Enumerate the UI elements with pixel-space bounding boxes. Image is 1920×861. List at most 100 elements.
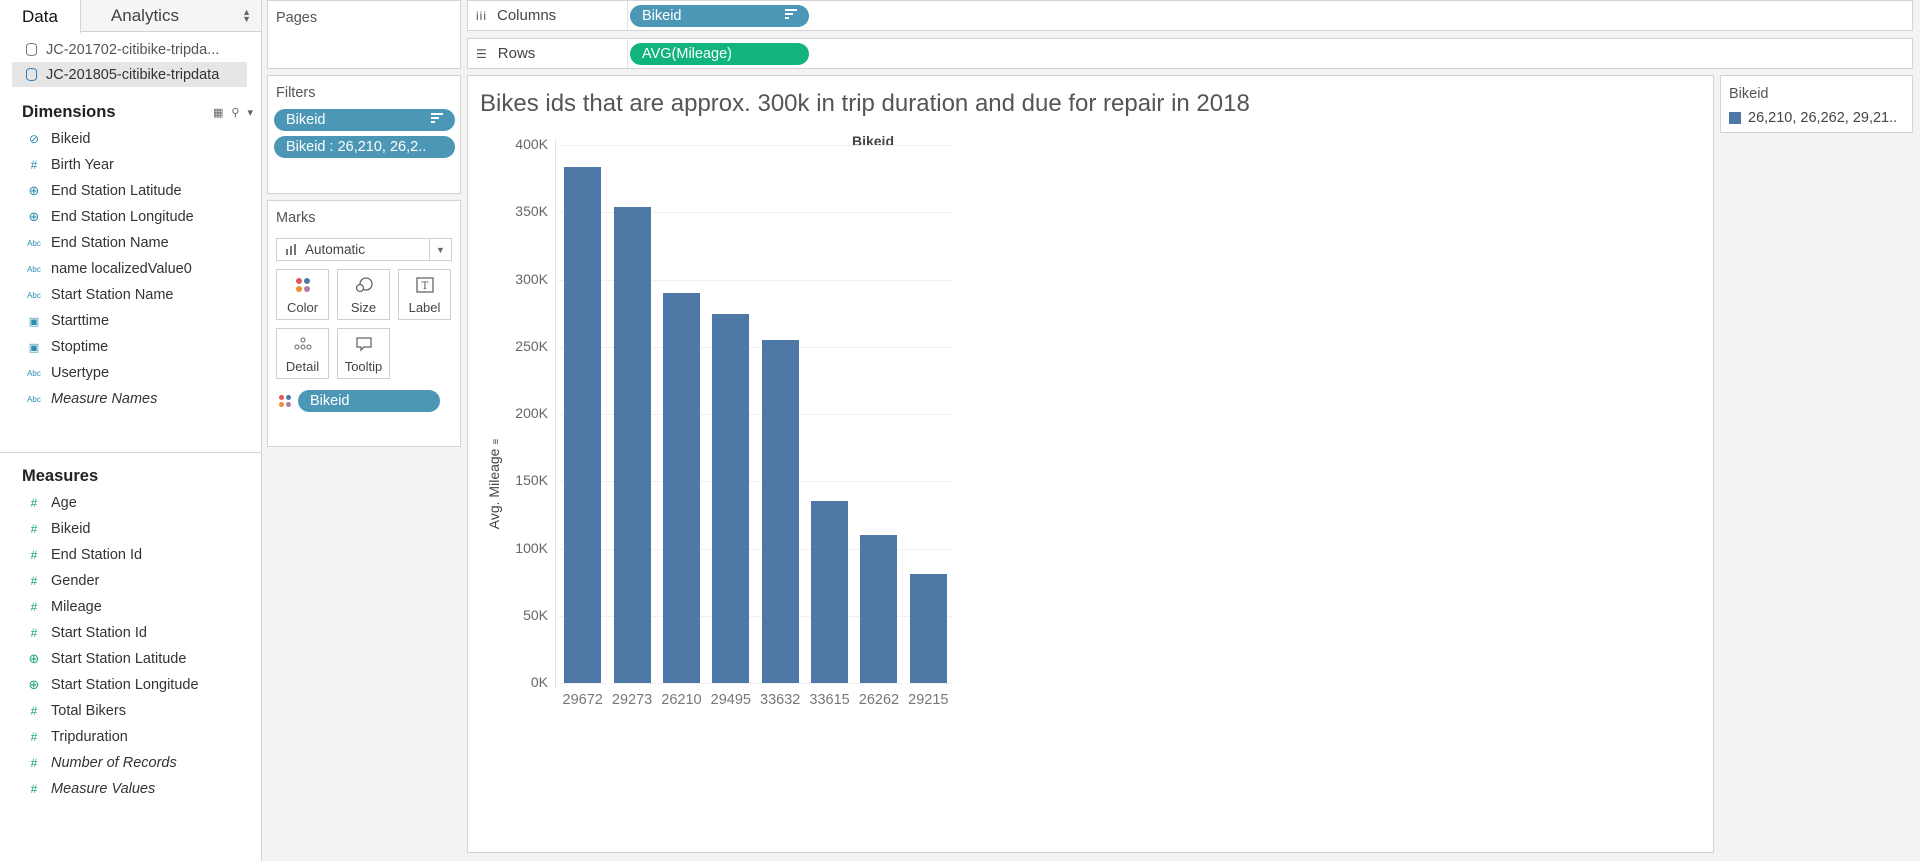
number-type-icon: # xyxy=(30,704,38,718)
bar[interactable] xyxy=(761,340,799,683)
dimension-field[interactable]: ▣ Stoptime xyxy=(0,334,261,360)
size-icon xyxy=(355,274,373,296)
legend-swatch xyxy=(1729,112,1741,124)
measure-field[interactable]: # Total Bikers xyxy=(0,698,261,724)
bar[interactable] xyxy=(909,574,947,683)
tab-analytics-label: Analytics xyxy=(110,6,179,25)
size-button[interactable]: Size xyxy=(337,269,390,320)
paperclip-icon: ⊘ xyxy=(28,132,40,146)
chevron-down-icon[interactable]: ▼ xyxy=(429,239,451,260)
measures-list: # Age # Bikeid # End Station Id # Gender # Mileag… xyxy=(0,490,261,802)
x-tick-label: 29215 xyxy=(908,692,949,708)
gridline xyxy=(558,615,953,617)
x-tick-label: 26210 xyxy=(661,692,702,708)
dimension-field[interactable]: Abc Measure Names xyxy=(0,386,261,412)
y-tick-label: 300K xyxy=(515,270,548,287)
label-icon: T xyxy=(415,274,434,296)
gridline xyxy=(558,212,953,214)
measure-field[interactable]: ⊕ Start Station Longitude xyxy=(0,672,261,698)
y-tick-label: 0K xyxy=(530,674,548,690)
y-tick-label: 250K xyxy=(515,337,548,354)
y-axis-line xyxy=(555,139,556,689)
x-tick-label: 26262 xyxy=(858,692,900,708)
color-button[interactable]: Color xyxy=(276,269,329,320)
y-tick-label: 100K xyxy=(515,539,548,556)
data-source-item-selected[interactable]: JC-201805-citibike-tripdata xyxy=(12,62,247,87)
label-button[interactable]: T Label xyxy=(398,269,451,320)
bar[interactable] xyxy=(860,535,898,683)
rows-pill-avg-mileage[interactable]: AVG(Mileage) xyxy=(630,43,809,65)
y-tick-label: 200K xyxy=(515,405,548,421)
detail-button[interactable]: Detail xyxy=(276,328,329,379)
bar[interactable] xyxy=(811,501,849,683)
dimension-field[interactable]: Abc name localizedValue0 xyxy=(0,256,261,282)
measures-title: Measures xyxy=(22,466,99,485)
measure-field[interactable]: # Gender xyxy=(0,568,261,594)
tooltip-button[interactable]: Tooltip xyxy=(337,328,390,379)
dimension-field[interactable]: Abc Usertype xyxy=(0,360,261,386)
mark-type-dropdown[interactable]: Automatic ▼ xyxy=(276,238,452,261)
globe-icon: ⊕ xyxy=(28,651,40,666)
tab-analytics[interactable]: Analytics ▲ ▼ xyxy=(81,0,261,32)
field-name: Start Station Id xyxy=(51,625,147,641)
tab-scroll-arrows-icon[interactable]: ▲ ▼ xyxy=(242,7,251,24)
filter-pill-bikeid[interactable]: Bikeid xyxy=(274,109,455,131)
y-tick-label: 50K xyxy=(523,606,548,623)
rows-shelf[interactable]: ☰ Rows AVG(Mileage) xyxy=(467,38,1913,69)
measure-field[interactable]: # Number of Records xyxy=(0,750,261,776)
filter-pill-label: Bikeid xyxy=(286,112,326,128)
columns-pill-bikeid[interactable]: Bikeid xyxy=(630,5,809,27)
tab-data[interactable]: Data xyxy=(0,0,81,33)
dimension-field[interactable]: Abc Start Station Name xyxy=(0,282,261,308)
measure-field[interactable]: # Mileage xyxy=(0,594,261,620)
measure-field[interactable]: # Bikeid xyxy=(0,516,261,542)
chevron-down-icon[interactable]: ▾ xyxy=(247,106,253,119)
field-name: Measure Values xyxy=(51,781,156,797)
bar[interactable] xyxy=(712,314,750,683)
bar[interactable] xyxy=(564,166,602,683)
filter-pill-bikeid-values[interactable]: Bikeid : 26,210, 26,2.. xyxy=(274,136,455,158)
columns-shelf[interactable]: iii Columns Bikeid xyxy=(467,0,1913,31)
dimension-field[interactable]: ⊕ End Station Latitude xyxy=(0,178,261,204)
dimension-field[interactable]: ⊘ Bikeid xyxy=(0,126,261,152)
field-name: Bikeid xyxy=(51,131,91,147)
field-name: Mileage xyxy=(51,599,102,615)
dimension-field[interactable]: ▣ Starttime xyxy=(0,308,261,334)
dimensions-title: Dimensions xyxy=(22,102,116,121)
sort-icon xyxy=(785,9,797,21)
search-icon[interactable]: ⚲ xyxy=(231,106,240,119)
x-tick-label: 33615 xyxy=(809,692,850,708)
dimension-field[interactable]: Abc End Station Name xyxy=(0,230,261,256)
rows-icon: ☰ xyxy=(476,46,488,61)
legend-item[interactable]: 26,210, 26,262, 29,21.. xyxy=(1721,102,1912,126)
dimension-field[interactable]: # Birth Year xyxy=(0,152,261,178)
bar[interactable] xyxy=(662,292,700,683)
measure-field[interactable]: # Tripduration xyxy=(0,724,261,750)
measure-field[interactable]: # End Station Id xyxy=(0,542,261,568)
marks-pill-bikeid[interactable]: Bikeid xyxy=(298,390,440,412)
bar[interactable] xyxy=(613,206,651,683)
x-tick-label: 29273 xyxy=(611,692,653,708)
columns-label: Columns xyxy=(497,7,557,24)
pages-title: Pages xyxy=(276,10,318,26)
number-type-icon: # xyxy=(30,158,38,172)
grid-view-icon[interactable]: ▦ xyxy=(213,106,224,119)
measure-field[interactable]: # Start Station Id xyxy=(0,620,261,646)
x-tick-label: 29495 xyxy=(710,692,751,708)
pages-card[interactable]: Pages xyxy=(267,0,461,69)
columns-shelf-label: iii Columns xyxy=(476,1,556,30)
gridline xyxy=(558,414,953,415)
measure-field[interactable]: # Age xyxy=(0,490,261,516)
field-name: Usertype xyxy=(51,365,110,381)
measure-field[interactable]: ⊕ Start Station Latitude xyxy=(0,646,261,672)
measure-field[interactable]: # Measure Values xyxy=(0,776,261,802)
number-type-icon: # xyxy=(30,782,38,796)
dimension-field[interactable]: ⊕ End Station Longitude xyxy=(0,204,261,230)
color-button-label: Color xyxy=(286,300,319,315)
shelf-separator xyxy=(627,39,628,68)
marks-pill-label: Bikeid xyxy=(310,393,350,409)
data-source-item[interactable]: JC-201702-citibike-tripda... xyxy=(0,37,261,62)
field-name: name localizedValue0 xyxy=(51,261,192,277)
filters-title: Filters xyxy=(276,85,316,101)
string-type-icon: Abc xyxy=(27,290,41,300)
